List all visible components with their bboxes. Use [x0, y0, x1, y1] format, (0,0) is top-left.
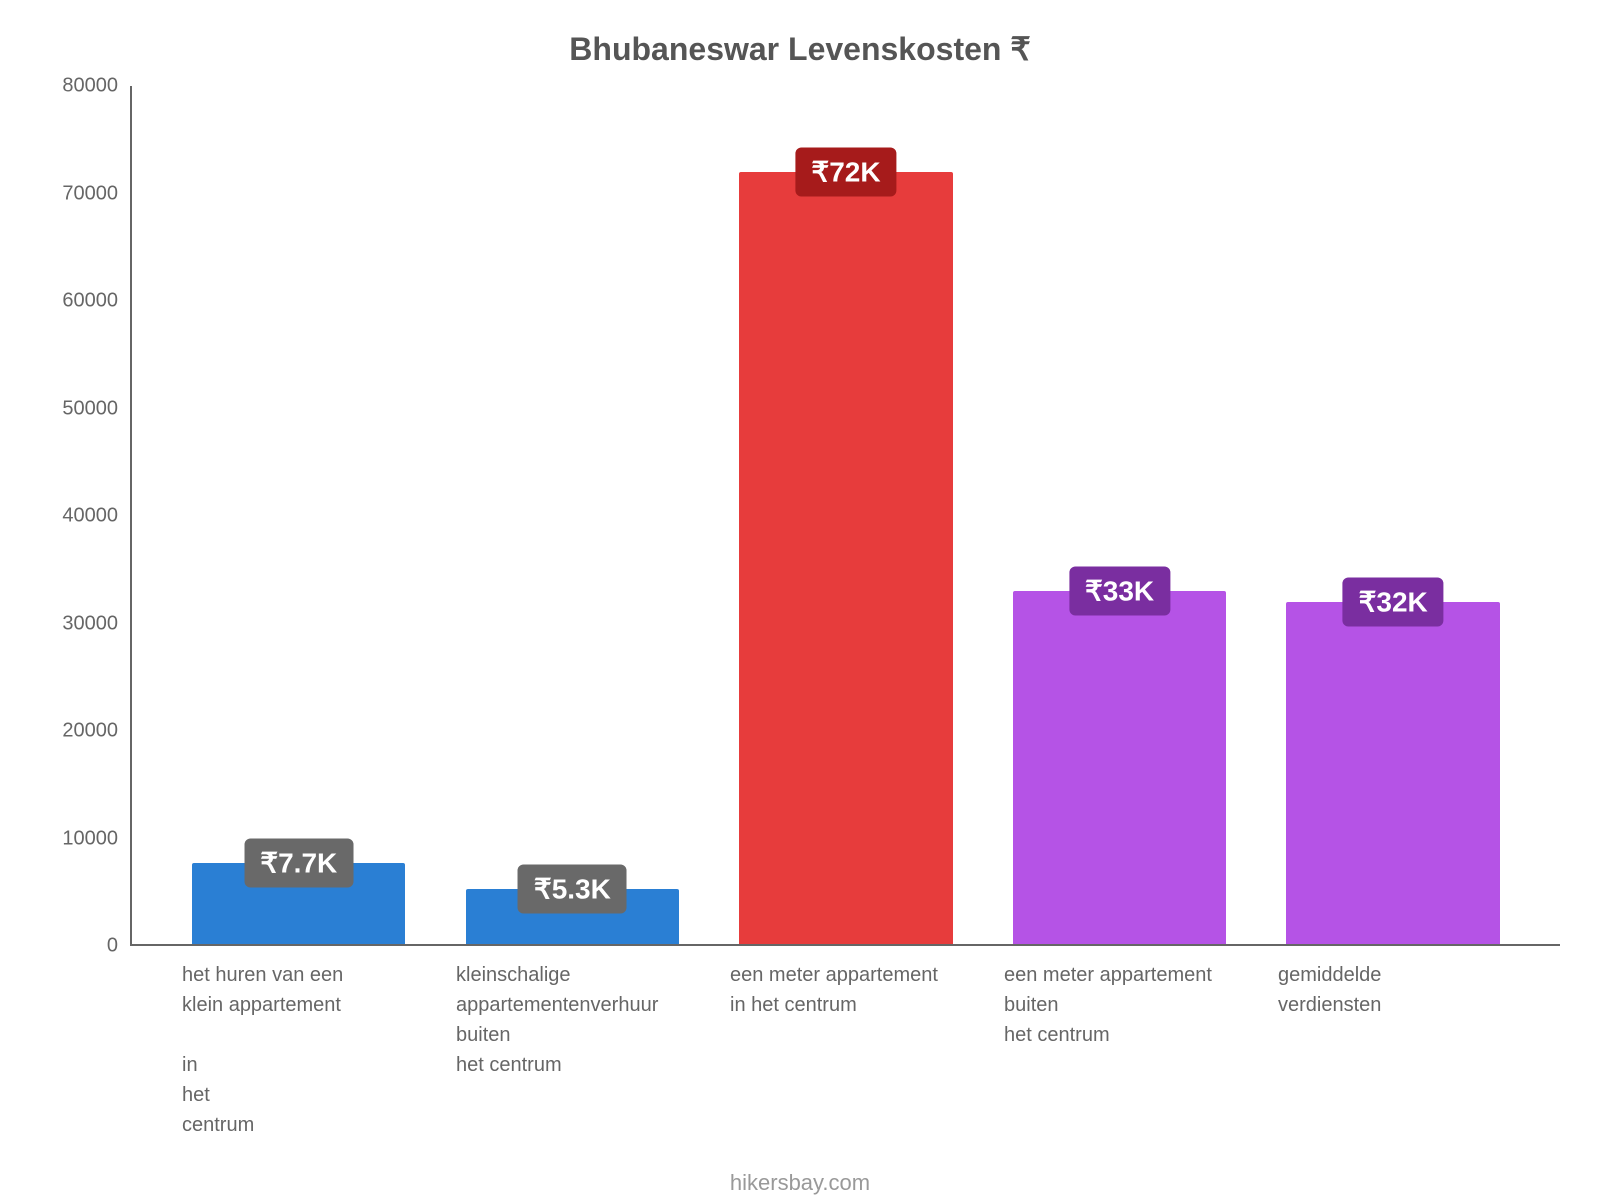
bar-value-badge: ₹32K: [1343, 578, 1444, 627]
plot-row: 0100002000030000400005000060000700008000…: [40, 86, 1560, 946]
x-label-slot: gemiddelde verdiensten: [1256, 960, 1530, 1140]
x-axis-label: een meter appartement buiten het centrum: [1004, 960, 1212, 1140]
x-label-slot: het huren van een klein appartement in h…: [160, 960, 434, 1140]
y-tick-label: 50000: [40, 397, 118, 420]
bar-value-badge: ₹72K: [795, 148, 896, 197]
x-axis-labels: het huren van een klein appartement in h…: [130, 946, 1560, 1140]
bars-container: ₹7.7K ₹5.3K ₹72K ₹33K ₹32K: [132, 86, 1560, 946]
bar: ₹7.7K: [192, 863, 405, 946]
chart-title: Bhubaneswar Levenskosten ₹: [40, 30, 1560, 68]
bar: ₹32K: [1286, 602, 1499, 946]
bar-value-badge: ₹33K: [1069, 567, 1170, 616]
bar: ₹5.3K: [466, 889, 679, 946]
bar-slot: ₹32K: [1256, 86, 1530, 946]
y-tick-label: 80000: [40, 75, 118, 98]
x-label-slot: een meter appartement in het centrum: [708, 960, 982, 1140]
cost-of-living-chart: Bhubaneswar Levenskosten ₹ 0 10000 20000 30…: [0, 0, 1600, 1200]
chart-footer: hikersbay.com: [40, 1170, 1560, 1196]
x-label-slot: een meter appartement buiten het centrum: [982, 960, 1256, 1140]
bar-slot: ₹5.3K: [436, 86, 710, 946]
y-tick-label: 30000: [40, 612, 118, 635]
y-tick-label: 40000: [40, 505, 118, 528]
y-tick-label: 10000: [40, 827, 118, 850]
bar-value-badge: ₹7.7K: [244, 839, 353, 888]
bar-value-badge: ₹5.3K: [518, 865, 627, 914]
y-tick-label: 70000: [40, 182, 118, 205]
x-label-slot: kleinschalige appartementenverhuur buite…: [434, 960, 708, 1140]
x-axis-label: een meter appartement in het centrum: [730, 960, 938, 1140]
bar-slot: ₹72K: [709, 86, 983, 946]
y-axis: 0100002000030000400005000060000700008000…: [40, 86, 130, 946]
bar: ₹33K: [1013, 591, 1226, 946]
bar: ₹72K: [739, 172, 952, 946]
baseline: [130, 944, 1560, 946]
y-tick-label: 20000: [40, 720, 118, 743]
plot-area: ₹7.7K ₹5.3K ₹72K ₹33K ₹32K: [130, 86, 1560, 946]
bar-slot: ₹33K: [983, 86, 1257, 946]
x-axis-label: gemiddelde verdiensten: [1278, 960, 1381, 1140]
x-axis-label: kleinschalige appartementenverhuur buite…: [456, 960, 658, 1140]
y-tick-label: 60000: [40, 290, 118, 313]
y-tick-label: 0: [40, 935, 118, 958]
x-axis-label: het huren van een klein appartement in h…: [182, 960, 343, 1140]
bar-slot: ₹7.7K: [162, 86, 436, 946]
